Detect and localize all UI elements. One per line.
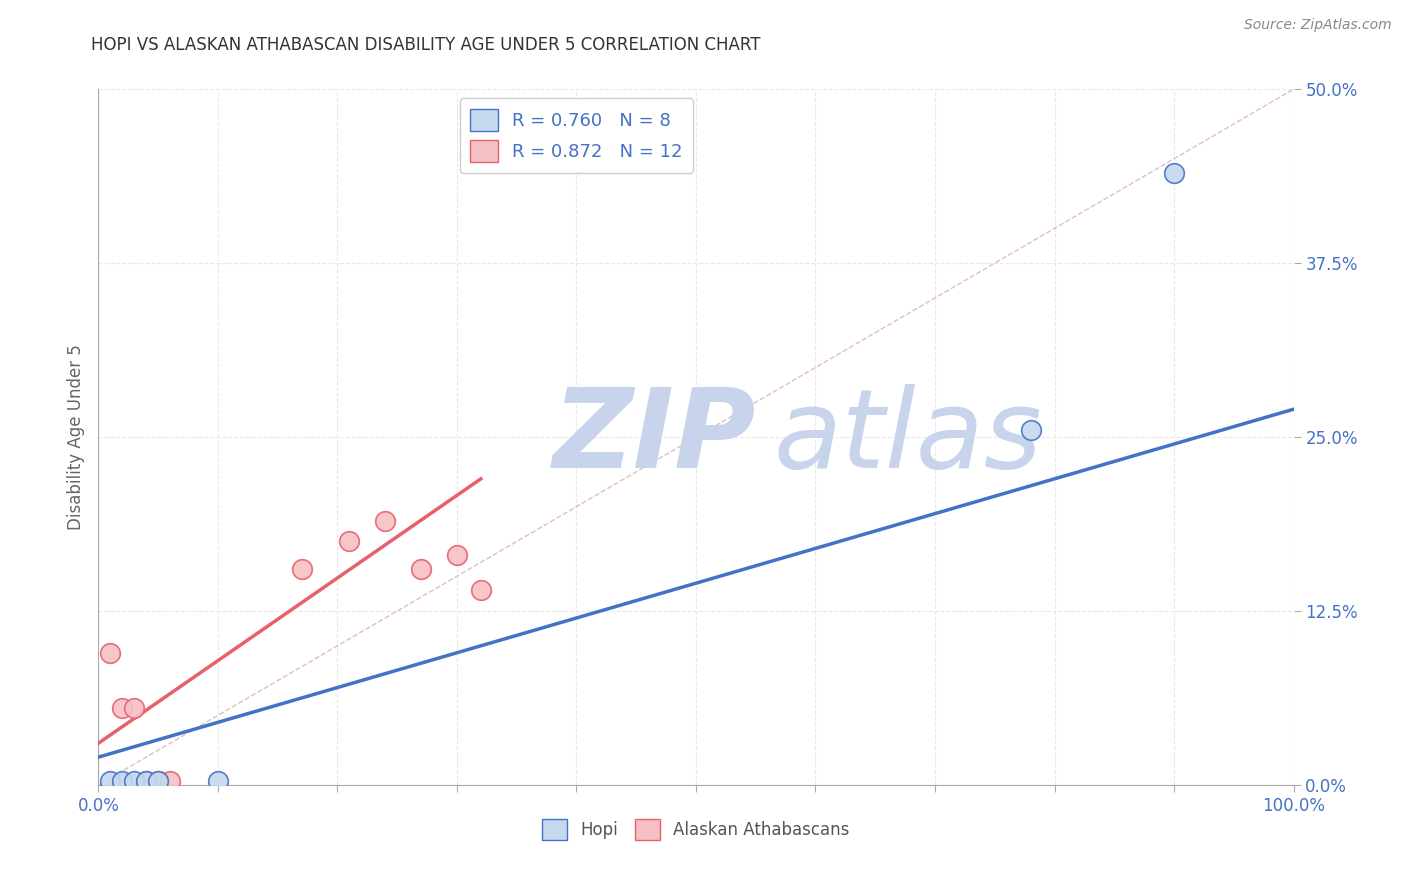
Point (411, 562, 433, 576)
Text: ZIP: ZIP (553, 384, 756, 491)
Point (111, 701, 134, 715)
Point (111, 773, 134, 788)
Point (291, 562, 314, 576)
Point (148, 773, 170, 788)
Text: atlas: atlas (773, 384, 1042, 491)
Point (470, 583, 492, 598)
Point (339, 534, 361, 549)
Point (98, 773, 122, 788)
Point (1019, 423, 1042, 437)
Point (207, 773, 229, 788)
Text: Source: ZipAtlas.com: Source: ZipAtlas.com (1244, 18, 1392, 32)
Point (159, 773, 181, 788)
Point (124, 773, 146, 788)
Point (148, 773, 170, 788)
Point (135, 773, 157, 788)
Legend: Hopi, Alaskan Athabascans: Hopi, Alaskan Athabascans (536, 813, 856, 847)
Text: HOPI VS ALASKAN ATHABASCAN DISABILITY AGE UNDER 5 CORRELATION CHART: HOPI VS ALASKAN ATHABASCAN DISABILITY AG… (91, 36, 761, 54)
Point (124, 701, 146, 715)
Point (446, 549, 468, 563)
Point (1163, 166, 1185, 180)
Point (374, 514, 396, 528)
Y-axis label: Disability Age Under 5: Disability Age Under 5 (66, 344, 84, 530)
Point (135, 773, 157, 788)
Point (98, 646, 122, 660)
